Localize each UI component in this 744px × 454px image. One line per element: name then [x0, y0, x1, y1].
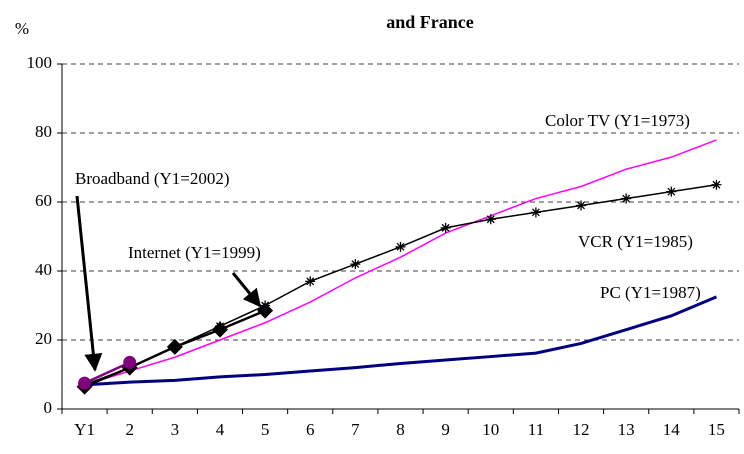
annotation-arrow	[231, 272, 262, 308]
x-tick-label: Y1	[74, 420, 95, 439]
x-tick-label: 3	[171, 420, 180, 439]
series-line	[84, 139, 717, 386]
chart-title: and France	[386, 12, 474, 32]
point-marker	[78, 376, 92, 390]
point-marker	[711, 179, 722, 190]
series-label: Broadband (Y1=2002)	[75, 169, 230, 188]
x-tick-label: 9	[441, 420, 450, 439]
point-marker	[440, 222, 451, 233]
series-line	[84, 361, 131, 385]
y-tick-label: 60	[35, 191, 52, 210]
point-marker	[305, 276, 316, 287]
point-marker	[350, 259, 361, 270]
point-marker	[621, 193, 632, 204]
point-marker	[576, 200, 587, 211]
y-tick-label: 40	[35, 260, 52, 279]
y-tick-label: 20	[35, 329, 52, 348]
x-tick-label: 12	[573, 420, 590, 439]
annotation-arrow	[75, 195, 103, 372]
x-tick-label: 13	[618, 420, 635, 439]
point-marker	[211, 321, 228, 338]
point-marker	[530, 207, 541, 218]
point-marker	[485, 214, 496, 225]
series-label: PC (Y1=1987)	[600, 283, 701, 302]
x-tick-label: 7	[351, 420, 360, 439]
series-label: VCR (Y1=1985)	[578, 232, 693, 251]
x-tick-label: 2	[125, 420, 134, 439]
y-tick-label: 0	[44, 398, 53, 417]
y-axis-label: %	[15, 19, 29, 38]
x-tick-label: 10	[482, 420, 499, 439]
y-tick-label: 80	[35, 122, 52, 141]
x-tick-label: 6	[306, 420, 315, 439]
y-tick-label: 100	[27, 53, 53, 72]
series-line	[84, 295, 718, 387]
x-tick-label: 11	[528, 420, 544, 439]
point-marker	[166, 338, 183, 355]
x-tick-label: 15	[708, 420, 725, 439]
x-tick-label: 4	[216, 420, 225, 439]
point-marker	[666, 186, 677, 197]
point-marker	[395, 241, 406, 252]
x-tick-label: 8	[396, 420, 405, 439]
x-tick-label: 5	[261, 420, 270, 439]
point-marker	[257, 302, 274, 319]
series-label: Internet (Y1=1999)	[128, 243, 261, 262]
series-label: Color TV (Y1=1973)	[545, 111, 690, 130]
x-tick-label: 14	[663, 420, 681, 439]
point-marker	[123, 355, 137, 369]
